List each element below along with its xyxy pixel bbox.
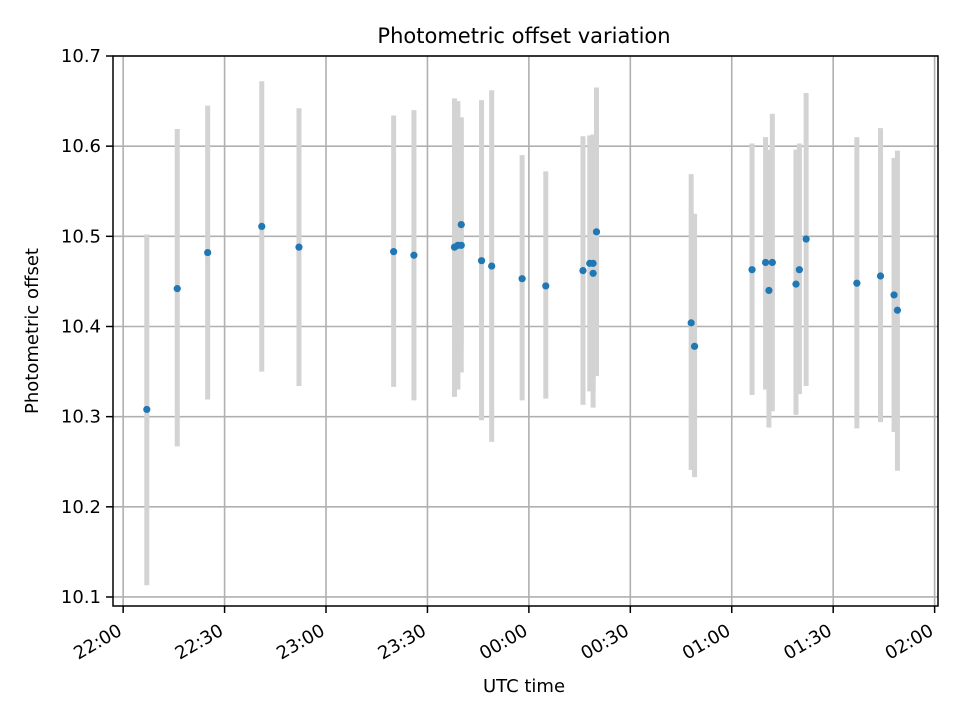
y-tick-label: 10.7 [61,46,101,67]
data-point [410,251,418,259]
data-point [761,258,770,267]
data-point [876,272,885,280]
plot-frame [112,55,939,607]
data-point [795,266,803,274]
data-point [589,269,597,277]
data-point [687,319,695,327]
y-tick-label: 10.6 [61,136,101,157]
data-point [477,257,486,265]
data-point [143,405,151,414]
data-point [802,235,810,243]
y-tick-label: 10.2 [61,497,101,518]
data-point [295,243,303,251]
data-point [893,306,902,314]
data-point [890,291,898,299]
chart-title: Photometric offset variation [377,24,670,48]
y-axis-label: Photometric offset [22,248,43,414]
data-point [592,228,601,236]
data-point [579,266,587,275]
data-point [390,248,398,256]
data-point [204,248,212,257]
data-point [518,275,526,283]
y-axis-ticks: 10.1 10.2 10.3 10.4 10.5 10.6 10.7 [61,46,113,608]
y-tick-label: 10.5 [61,226,101,247]
data-point [173,285,181,293]
data-point [792,280,800,288]
data-point [768,258,776,267]
data-point [488,262,496,270]
y-tick-label: 10.3 [61,407,101,428]
data-point [853,279,861,287]
data-point [457,241,465,249]
data-point [690,342,699,350]
data-points [143,221,902,414]
x-axis-label: UTC time [483,676,565,697]
data-point [589,259,597,267]
data-point [457,221,465,229]
y-tick-label: 10.1 [61,587,101,608]
data-point [542,282,550,290]
y-tick-label: 10.4 [61,316,101,337]
data-point [765,286,773,295]
grid [113,55,938,606]
data-point [748,266,756,274]
data-point [258,222,266,231]
